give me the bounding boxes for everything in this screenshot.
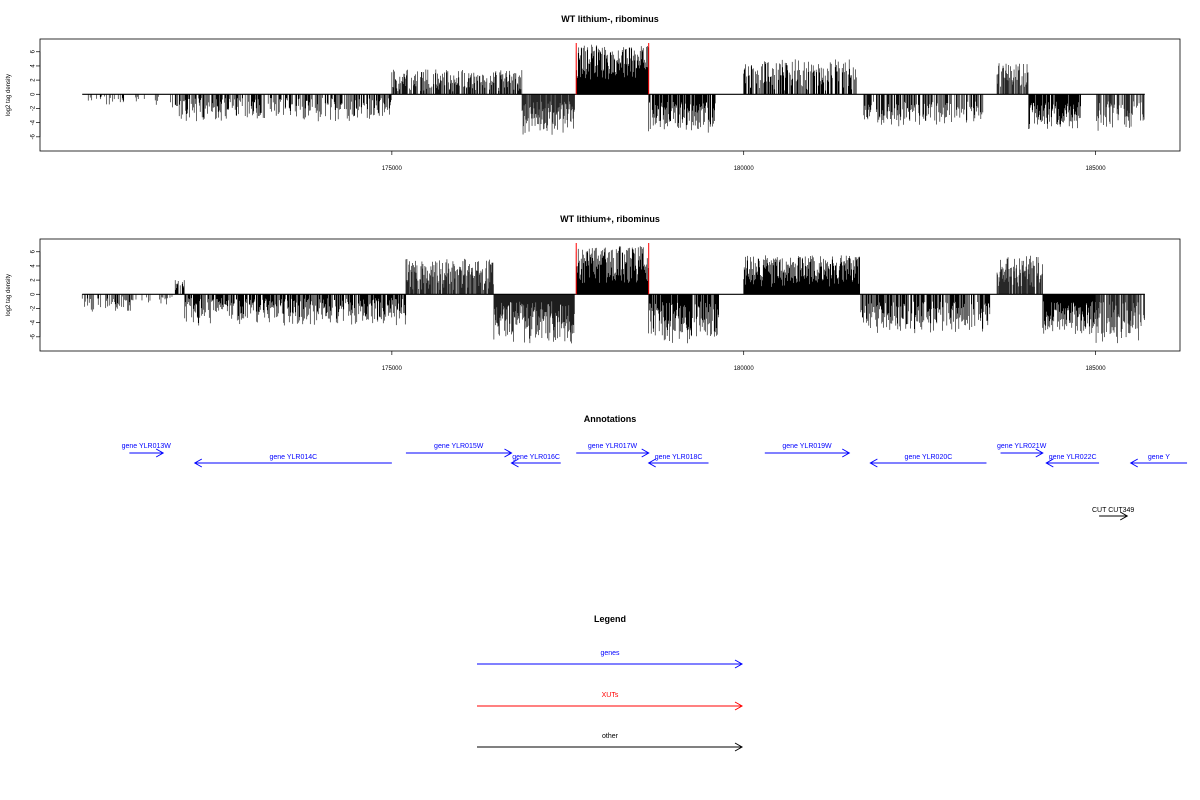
y-tick-label: 6 xyxy=(31,49,37,53)
legend-arrow-xuts xyxy=(477,701,744,711)
y-tick-label: -4 xyxy=(31,319,37,325)
feature-arrow-head xyxy=(869,458,878,468)
x-tick-label: 180000 xyxy=(734,366,755,372)
y-axis-label: log2 tag density xyxy=(6,74,12,116)
x-tick-label: 175000 xyxy=(382,166,403,172)
feature-label: gene YLR020C xyxy=(905,454,953,461)
feature-arrow xyxy=(1129,458,1188,468)
feature-arrow-head xyxy=(155,448,165,458)
legend-label-xuts: XUTs xyxy=(602,692,619,699)
annotation-items: gene YLR013W gene YLR014C gene YLR015W gene… xyxy=(122,443,1188,521)
feature-label: gene YLR022C xyxy=(1049,454,1097,461)
y-tick-label: -4 xyxy=(31,119,37,125)
y-tick-label: -6 xyxy=(31,333,37,339)
y-tick-label: 4 xyxy=(31,64,37,68)
xut-highlight-lines xyxy=(575,43,650,95)
y-tick-label: 2 xyxy=(31,78,37,82)
legend-items: genes XUTs other xyxy=(477,650,744,752)
feature-label: gene YLR013W xyxy=(122,443,172,450)
feature-arrow-head xyxy=(641,448,650,458)
feature-arrow xyxy=(1000,448,1044,458)
y-axis-label: log2 tag density xyxy=(6,274,12,316)
feature-arrow xyxy=(193,458,392,468)
feature-arrow-head xyxy=(510,458,519,468)
y-tick-label: 4 xyxy=(31,264,37,268)
y-axis: -6 -4 -2 0 2 4 6 xyxy=(31,249,41,339)
feature-arrow xyxy=(405,448,513,458)
panel-title: WT lithium+, ribominus xyxy=(560,214,660,224)
legend-arrow-xuts-head xyxy=(734,701,744,711)
y-tick-label: -2 xyxy=(31,105,37,111)
feature-arrow xyxy=(510,458,561,468)
panel-title: WT lithium-, ribominus xyxy=(561,14,659,24)
x-tick-label: 175000 xyxy=(382,366,403,372)
annotations-title: Annotations xyxy=(584,414,637,424)
feature-arrow xyxy=(129,448,165,458)
feature-label: gene Y xyxy=(1148,454,1170,461)
feature-label: gene YLR016C xyxy=(512,454,560,461)
track-panel-lithium-minus: WT lithium-, ribominus log2 tag density … xyxy=(6,14,1181,172)
legend: Legend genes XUTs other xyxy=(477,614,744,752)
legend-arrow-other xyxy=(477,742,744,752)
legend-title: Legend xyxy=(594,614,626,624)
feature-arrow-head xyxy=(647,458,656,468)
feature-label: CUT CUT349 xyxy=(1092,507,1134,514)
density-bars xyxy=(81,246,1145,344)
y-tick-label: 2 xyxy=(31,278,37,282)
feature-arrow-head xyxy=(1045,458,1054,468)
feature-label: gene YLR018C xyxy=(655,454,703,461)
y-tick-label: 0 xyxy=(31,92,37,96)
x-axis: 175000 180000 185000 xyxy=(382,351,1106,372)
x-tick-label: 185000 xyxy=(1086,166,1107,172)
feature-arrow-head xyxy=(1035,448,1044,458)
y-tick-label: -6 xyxy=(31,133,37,139)
feature-arrow xyxy=(1045,458,1100,468)
legend-label-genes: genes xyxy=(600,650,620,657)
feature-arrow xyxy=(764,448,851,458)
track-panel-lithium-plus: WT lithium+, ribominus log2 tag density … xyxy=(6,214,1181,372)
density-bars xyxy=(87,44,1145,135)
feature-label: gene YLR015W xyxy=(434,443,484,450)
feature-arrow xyxy=(576,448,650,458)
legend-arrow-genes xyxy=(477,659,744,669)
feature-label: gene YLR019W xyxy=(782,443,832,450)
x-tick-label: 185000 xyxy=(1086,366,1107,372)
feature-arrow-head xyxy=(1119,511,1129,521)
legend-arrow-other-head xyxy=(734,742,744,752)
feature-arrow xyxy=(647,458,709,468)
y-tick-label: 0 xyxy=(31,292,37,296)
y-tick-label: 6 xyxy=(31,249,37,253)
xut-highlight-lines xyxy=(575,243,650,295)
feature-arrow xyxy=(869,458,987,468)
feature-label: gene YLR017W xyxy=(588,443,638,450)
x-axis: 175000 180000 185000 xyxy=(382,151,1106,172)
y-axis: -6 -4 -2 0 2 4 6 xyxy=(31,49,41,139)
feature-arrow-head xyxy=(193,458,203,468)
legend-arrow-genes-head xyxy=(734,659,744,669)
feature-arrow-head xyxy=(1129,458,1138,468)
x-tick-label: 180000 xyxy=(734,166,755,172)
y-tick-label: -2 xyxy=(31,305,37,311)
feature-arrow-head xyxy=(842,448,851,458)
feature-label: gene YLR021W xyxy=(997,443,1047,450)
feature-label: gene YLR014C xyxy=(269,454,317,461)
feature-arrow xyxy=(1099,511,1129,521)
feature-arrow-head xyxy=(504,448,513,458)
legend-label-other: other xyxy=(602,733,619,740)
